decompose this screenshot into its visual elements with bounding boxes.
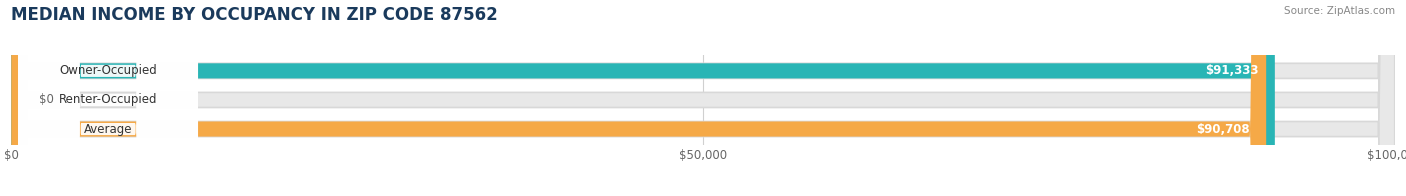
Text: $91,333: $91,333	[1205, 64, 1258, 77]
FancyBboxPatch shape	[11, 0, 1395, 196]
FancyBboxPatch shape	[18, 0, 198, 196]
FancyBboxPatch shape	[11, 0, 1267, 196]
Text: MEDIAN INCOME BY OCCUPANCY IN ZIP CODE 87562: MEDIAN INCOME BY OCCUPANCY IN ZIP CODE 8…	[11, 6, 498, 24]
Text: $90,708: $90,708	[1197, 122, 1250, 136]
Text: Owner-Occupied: Owner-Occupied	[59, 64, 157, 77]
Text: Average: Average	[84, 122, 132, 136]
FancyBboxPatch shape	[11, 0, 1275, 196]
Text: $0: $0	[39, 93, 53, 106]
Text: Source: ZipAtlas.com: Source: ZipAtlas.com	[1284, 6, 1395, 16]
Text: Renter-Occupied: Renter-Occupied	[59, 93, 157, 106]
FancyBboxPatch shape	[11, 0, 1395, 196]
FancyBboxPatch shape	[18, 0, 198, 196]
FancyBboxPatch shape	[11, 0, 1395, 196]
FancyBboxPatch shape	[18, 0, 198, 196]
